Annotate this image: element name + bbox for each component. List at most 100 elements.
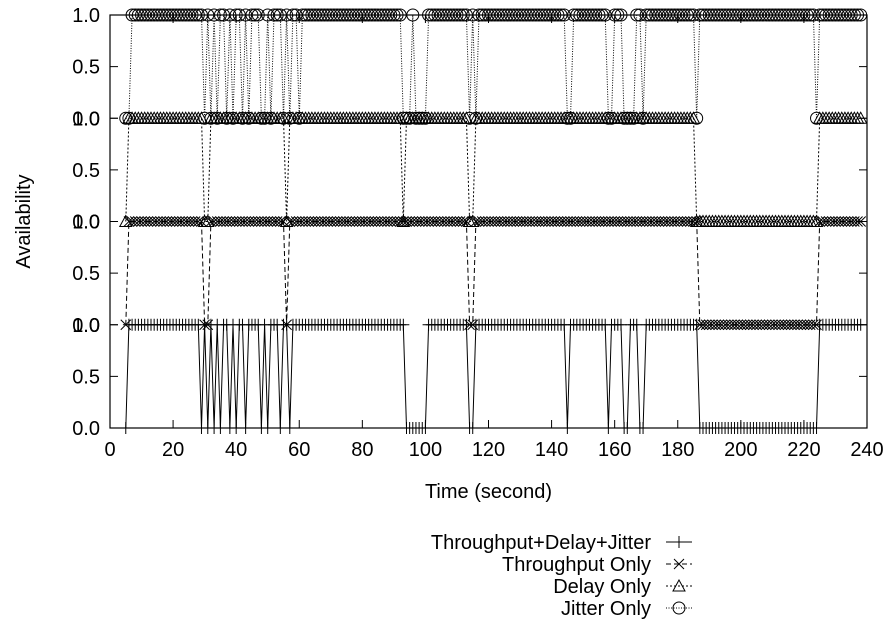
data-point — [469, 111, 483, 125]
data-point — [122, 111, 136, 125]
data-point — [690, 111, 704, 125]
data-point — [617, 111, 631, 125]
data-point — [412, 111, 426, 125]
y-tick-label: 0.0 — [72, 315, 100, 337]
y-tick-label: 0.0 — [72, 108, 100, 130]
y-tick-label: 1.0 — [72, 108, 100, 130]
data-point — [120, 319, 132, 331]
data-point — [457, 216, 469, 227]
data-point — [396, 214, 411, 227]
data-point — [810, 111, 824, 125]
y-tick-label: 1.0 — [72, 212, 100, 234]
legend-label: Throughput Only — [502, 554, 651, 576]
legend-label: Throughput+Delay+Jitter — [431, 532, 651, 554]
data-point — [397, 318, 410, 331]
data-point — [808, 319, 819, 331]
data-point — [283, 111, 297, 125]
y-tick-label: 0.0 — [72, 418, 100, 440]
series-layer — [118, 8, 868, 434]
data-point — [396, 111, 410, 125]
data-point — [605, 111, 619, 125]
data-point — [202, 319, 214, 331]
y-tick-label: 0.5 — [72, 263, 100, 285]
data-point — [601, 111, 615, 125]
data-point — [415, 111, 429, 125]
data-point — [281, 319, 292, 331]
data-point — [464, 319, 475, 331]
data-point — [627, 111, 641, 125]
data-point — [274, 216, 286, 227]
data-point — [564, 111, 578, 125]
data-point — [199, 319, 210, 331]
data-point — [465, 214, 480, 227]
x-tick-label: 80 — [351, 439, 373, 461]
data-point — [192, 216, 204, 227]
y-tick-label: 0.5 — [72, 160, 100, 182]
data-point — [620, 111, 634, 125]
data-point — [226, 111, 240, 125]
data-point — [200, 214, 215, 227]
legend-entry: Throughput Only — [502, 554, 692, 576]
data-point — [854, 318, 867, 331]
y-tick-label: 0.5 — [72, 57, 100, 79]
data-point — [210, 111, 224, 125]
data-point — [204, 111, 218, 125]
series-line — [125, 14, 861, 119]
data-point — [119, 111, 133, 125]
data-point — [220, 111, 234, 125]
data-point — [853, 111, 868, 124]
x-tick-label: 180 — [661, 439, 694, 461]
data-point — [623, 111, 637, 125]
data-point — [118, 214, 133, 227]
data-point — [672, 601, 686, 615]
data-point — [258, 111, 272, 125]
data-point — [636, 111, 650, 125]
series-delay-only — [118, 111, 868, 227]
x-axis-label: Time (second) — [425, 481, 552, 503]
data-point — [855, 216, 867, 227]
x-tick-label: 20 — [162, 439, 184, 461]
series-jitter-only — [119, 8, 868, 125]
data-point — [467, 319, 479, 331]
x-tick-label: 60 — [288, 439, 310, 461]
data-point — [673, 536, 685, 548]
x-tick-label: 240 — [850, 439, 883, 461]
series-line — [125, 117, 861, 222]
data-point — [811, 319, 822, 331]
legend-entry: Delay Only — [553, 576, 692, 598]
data-point — [254, 111, 268, 125]
legend-label: Delay Only — [553, 576, 651, 598]
y-tick-label: 1.0 — [72, 5, 100, 27]
series-throughput-only — [120, 216, 867, 331]
series-line — [125, 324, 861, 429]
legend-entry: Jitter Only — [561, 598, 692, 620]
data-point — [399, 111, 413, 125]
data-point — [235, 111, 249, 125]
legend-label: Jitter Only — [561, 598, 651, 620]
series-line — [125, 221, 861, 326]
x-tick-label: 120 — [472, 439, 505, 461]
data-point — [560, 111, 574, 125]
data-point — [809, 214, 824, 227]
x-tick-label: 0 — [104, 439, 115, 461]
data-point — [279, 214, 294, 227]
data-point — [242, 111, 256, 125]
data-point — [264, 111, 278, 125]
x-axis: 0 20 40 60 80 100 120 140 160 180 200 220 240 — [104, 15, 884, 461]
x-tick-label: 200 — [724, 439, 757, 461]
y-tick-label: 0.0 — [72, 212, 100, 234]
data-point — [292, 111, 306, 125]
data-point — [276, 111, 290, 125]
data-point — [198, 111, 212, 125]
x-tick-label: 100 — [409, 439, 442, 461]
data-point — [403, 111, 417, 125]
data-point — [672, 578, 686, 592]
plot-panels: 1.00.50.01.00.50.01.00.50.01.00.50.0 — [72, 5, 867, 440]
x-tick-label: 160 — [598, 439, 631, 461]
data-point — [409, 111, 423, 125]
y-tick-label: 0.5 — [72, 366, 100, 388]
data-point — [673, 558, 685, 570]
x-tick-label: 220 — [787, 439, 820, 461]
